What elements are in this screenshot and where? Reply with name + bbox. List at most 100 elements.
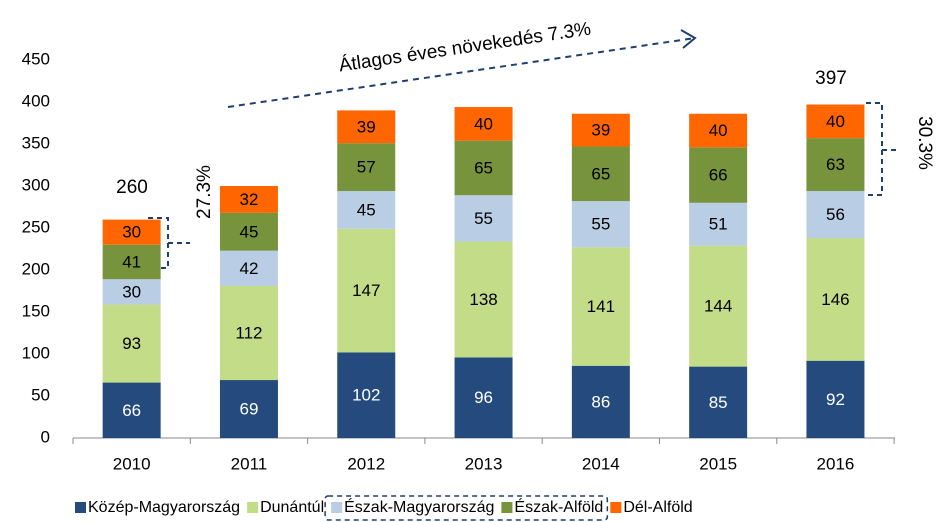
data-label: 51 <box>709 215 728 234</box>
x-tick-label: 2011 <box>231 454 268 473</box>
data-label: 138 <box>469 290 497 309</box>
bar-segment <box>571 146 630 202</box>
data-label: 69 <box>239 400 258 419</box>
x-tick-label: 2013 <box>465 454 503 473</box>
data-label: 85 <box>709 393 728 412</box>
bracket-2016 <box>866 102 898 196</box>
x-tick-label: 2010 <box>113 454 151 473</box>
bar-segment <box>219 380 278 438</box>
bar-segment <box>571 113 630 147</box>
growth-arrowhead <box>680 29 697 49</box>
legend-marker <box>610 502 622 513</box>
y-tick-label: 0 <box>41 427 50 446</box>
data-label: 56 <box>826 205 845 224</box>
legend-label: Dél-Alföld <box>623 499 692 516</box>
data-label: 40 <box>826 112 845 131</box>
data-label: 41 <box>122 253 141 272</box>
bar-segment <box>454 195 513 242</box>
data-label: 93 <box>122 334 141 353</box>
growth-annotation: Átlagos éves növekedés 7.3% <box>337 19 592 77</box>
bar-segment <box>337 228 396 353</box>
bar-segment <box>102 244 161 280</box>
y-tick-label: 250 <box>22 217 50 236</box>
bar-segment <box>337 191 396 229</box>
bar-segment <box>806 138 865 192</box>
y-tick-label: 350 <box>22 133 50 152</box>
data-label: 57 <box>357 158 376 177</box>
y-tick-label: 200 <box>22 259 50 278</box>
share-annotation: 27.3% <box>194 165 215 219</box>
legend-highlight <box>324 495 609 521</box>
data-label: 102 <box>352 386 380 405</box>
bar-segment <box>571 201 630 248</box>
y-tick-label: 150 <box>22 301 50 320</box>
data-label: 45 <box>239 222 258 241</box>
bar-segment <box>571 365 630 438</box>
data-label: 39 <box>591 121 610 140</box>
total-annotation: 260 <box>116 177 148 198</box>
bar-segment <box>337 143 396 192</box>
legend-label: Észak-Magyarország <box>344 497 494 516</box>
bar-segment <box>689 202 748 246</box>
bar-segment <box>102 382 161 438</box>
bar-segment <box>337 352 396 438</box>
data-label: 144 <box>704 297 732 316</box>
bar-segment <box>102 304 161 383</box>
data-label: 146 <box>821 290 849 309</box>
bar-segment <box>454 357 513 438</box>
y-tick-label: 50 <box>31 385 50 404</box>
data-label: 40 <box>474 114 493 133</box>
y-tick-label: 300 <box>22 175 50 194</box>
legend-marker <box>331 502 343 513</box>
growth-arrow <box>227 37 696 108</box>
legend-marker <box>247 502 259 513</box>
share-annotation: 30.3% <box>914 116 935 170</box>
legend-marker <box>75 502 86 513</box>
data-label: 147 <box>352 281 380 300</box>
bar-segment <box>689 245 748 367</box>
bar-segment <box>219 186 278 213</box>
y-tick-label: 450 <box>22 49 50 68</box>
bar-segment <box>454 140 513 196</box>
bar-segment <box>454 107 513 141</box>
x-tick-label: 2012 <box>347 454 385 473</box>
bar-segment <box>571 247 630 366</box>
data-label: 86 <box>591 392 610 411</box>
data-label: 112 <box>235 323 262 342</box>
legend-marker <box>501 502 513 513</box>
data-label: 65 <box>474 158 493 177</box>
bar-segment <box>102 219 161 245</box>
legend-label: Észak-Alföld <box>514 497 603 516</box>
data-label: 66 <box>122 401 141 420</box>
bar-segment <box>806 360 865 438</box>
bar-segment <box>806 104 865 139</box>
bar-segment <box>689 366 748 438</box>
total-annotation: 397 <box>815 68 847 89</box>
data-label: 141 <box>587 297 615 316</box>
data-label: 92 <box>826 390 845 409</box>
bar-segment <box>806 191 865 239</box>
bar-segment <box>454 241 513 358</box>
bar-segment <box>102 279 161 305</box>
data-label: 42 <box>239 259 258 278</box>
x-tick-label: 2014 <box>582 454 620 473</box>
x-tick-label: 2015 <box>699 454 737 473</box>
bar-segment <box>219 285 278 381</box>
data-label: 55 <box>591 215 610 234</box>
data-label: 66 <box>709 166 728 185</box>
data-label: 30 <box>122 282 141 301</box>
legend-label: Dunántúl <box>260 499 324 516</box>
data-label: 32 <box>239 190 258 209</box>
bracket-2010 <box>148 217 190 269</box>
bar-segment <box>219 212 278 251</box>
data-label: 45 <box>357 200 376 219</box>
legend-label: Közép-Magyarország <box>88 499 240 516</box>
y-tick-label: 400 <box>22 91 50 110</box>
data-label: 40 <box>709 121 728 140</box>
data-label: 30 <box>122 223 141 242</box>
data-label: 39 <box>357 117 376 136</box>
data-label: 65 <box>591 164 610 183</box>
bar-segment <box>219 250 278 286</box>
bar-segment <box>806 238 865 361</box>
